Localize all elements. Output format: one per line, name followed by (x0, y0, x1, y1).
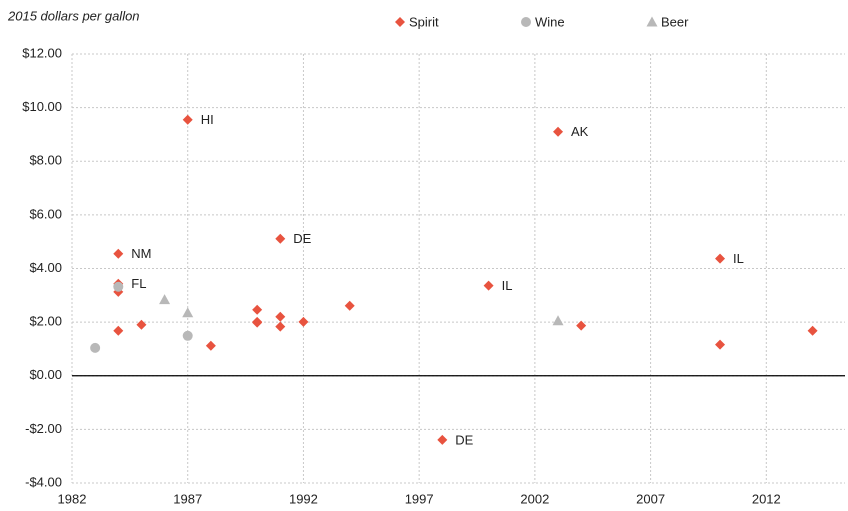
point-label: NM (131, 246, 151, 261)
y-tick-label: -$2.00 (25, 421, 62, 436)
point-label: AK (571, 124, 589, 139)
legend-marker (395, 17, 405, 27)
legend-marker (646, 16, 658, 27)
point (715, 253, 726, 264)
x-tick-label: 1997 (405, 491, 434, 506)
y-tick-label: $12.00 (22, 45, 62, 60)
x-tick-label: 1992 (289, 491, 318, 506)
x-tick-label: 2012 (752, 491, 781, 506)
point (136, 319, 147, 330)
point (275, 311, 286, 322)
point (344, 300, 355, 311)
point (807, 325, 818, 336)
point (182, 330, 193, 341)
point (205, 340, 216, 351)
y-tick-label: $0.00 (29, 367, 62, 382)
point-label: IL (502, 278, 513, 293)
y-tick-label: $6.00 (29, 206, 62, 221)
point (275, 321, 286, 332)
point (483, 280, 494, 291)
point (90, 342, 101, 353)
legend-label: Wine (535, 14, 565, 29)
point-label: HI (201, 112, 214, 127)
point (113, 325, 124, 336)
point (715, 339, 726, 350)
x-tick-label: 1982 (58, 491, 87, 506)
x-tick-label: 2002 (520, 491, 549, 506)
point (113, 281, 124, 292)
point (113, 248, 124, 259)
point (252, 317, 263, 328)
legend-label: Beer (661, 14, 689, 29)
y-tick-label: $8.00 (29, 153, 62, 168)
legend-label: Spirit (409, 14, 439, 29)
point (552, 315, 564, 326)
point (252, 304, 263, 315)
point (182, 307, 194, 318)
point-label: FL (131, 276, 146, 291)
point (553, 126, 564, 137)
point (182, 114, 193, 125)
point-label: DE (455, 432, 473, 447)
point (159, 294, 171, 305)
y-tick-label: $2.00 (29, 314, 62, 329)
point (275, 233, 286, 244)
y-axis-label: 2015 dollars per gallon (7, 8, 140, 23)
x-tick-label: 1987 (173, 491, 202, 506)
point-label: DE (293, 231, 311, 246)
point (576, 320, 587, 331)
point-label: IL (733, 251, 744, 266)
legend-marker (521, 17, 531, 27)
point (298, 316, 309, 327)
y-tick-label: $4.00 (29, 260, 62, 275)
y-tick-label: $10.00 (22, 99, 62, 114)
point (437, 434, 448, 445)
x-tick-label: 2007 (636, 491, 665, 506)
y-tick-label: -$4.00 (25, 474, 62, 489)
